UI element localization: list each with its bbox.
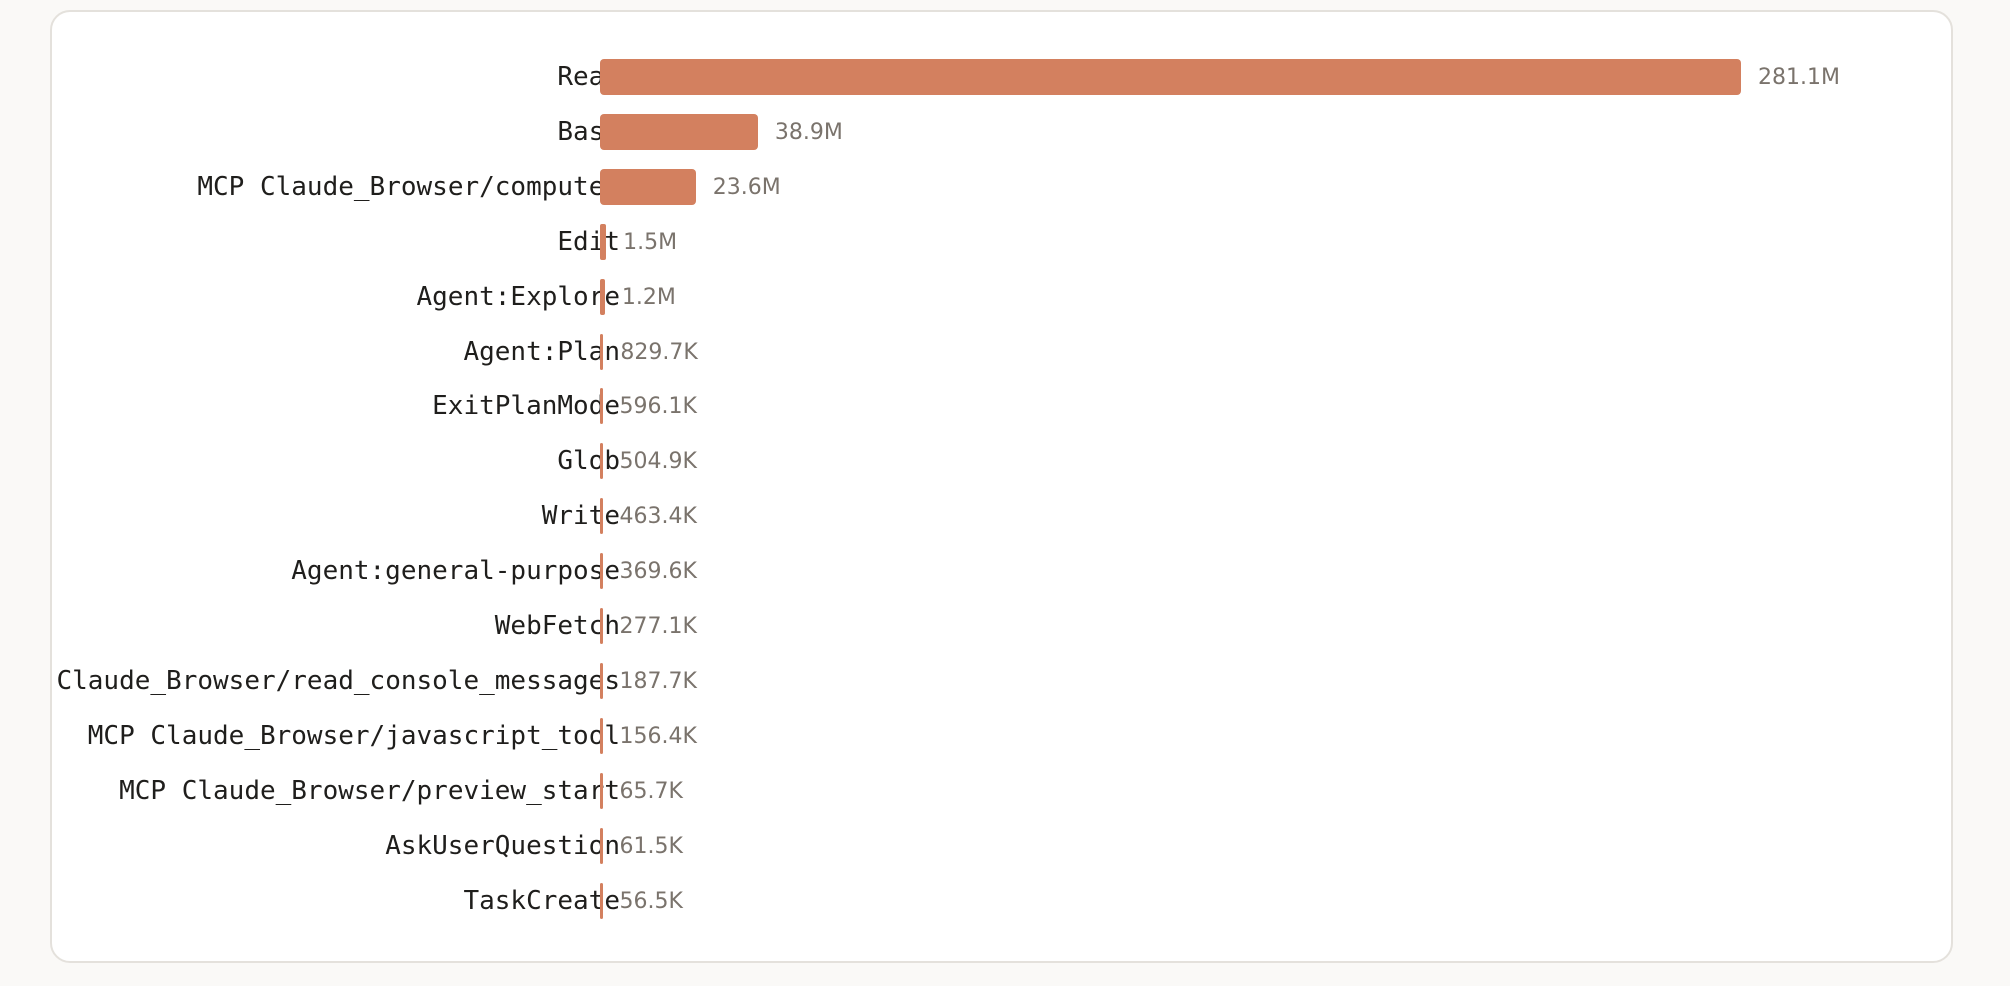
- category-label: Agent:Explore: [417, 277, 621, 317]
- bar: [600, 718, 603, 754]
- bar: [600, 114, 758, 150]
- value-label: 61.5K: [620, 826, 683, 866]
- value-label: 65.7K: [620, 771, 683, 811]
- bar: [600, 388, 603, 424]
- value-label: 23.6M: [713, 167, 781, 207]
- value-label: 56.5K: [620, 881, 683, 921]
- bar: [600, 553, 603, 589]
- bar-row: ExitPlanMode 596.1K: [52, 386, 1951, 426]
- bar: [600, 279, 605, 315]
- value-label: 38.9M: [775, 112, 843, 152]
- bar-row: MCP Claude_Browser/read_console_messages…: [52, 661, 1951, 701]
- category-label: TaskCreate: [463, 881, 620, 921]
- bar-row: Read 281.1M: [52, 57, 1951, 97]
- value-label: 1.5M: [623, 222, 677, 262]
- bar: [600, 828, 603, 864]
- bar: [600, 334, 603, 370]
- chart-card: Read 281.1M Bash 38.9M MCP Claude_Browser/co…: [50, 10, 1953, 963]
- bar-row: AskUserQuestion 61.5K: [52, 826, 1951, 866]
- bar: [600, 498, 603, 534]
- value-label: 187.7K: [620, 661, 697, 701]
- value-label: 463.4K: [620, 496, 697, 536]
- bar: [600, 663, 603, 699]
- bar-row: TaskCreate 56.5K: [52, 881, 1951, 921]
- category-label: MCP Claude_Browser/preview_start: [119, 771, 620, 811]
- category-label: Agent:Plan: [463, 332, 620, 372]
- category-label: AskUserQuestion: [385, 826, 620, 866]
- bar-row: Bash 38.9M: [52, 112, 1951, 152]
- value-label: 156.4K: [620, 716, 697, 756]
- bar-row: MCP Claude_Browser/preview_start 65.7K: [52, 771, 1951, 811]
- bar: [600, 883, 603, 919]
- category-label: ExitPlanMode: [432, 386, 620, 426]
- bar-row: Glob 504.9K: [52, 441, 1951, 481]
- category-label: Write: [542, 496, 620, 536]
- value-label: 829.7K: [620, 332, 697, 372]
- bar: [600, 443, 603, 479]
- bar-row: MCP Claude_Browser/computer 23.6M: [52, 167, 1951, 207]
- bar-row: WebFetch 277.1K: [52, 606, 1951, 646]
- bar: [600, 59, 1741, 95]
- bar-row: Agent:Explore 1.2M: [52, 277, 1951, 317]
- value-label: 281.1M: [1758, 57, 1840, 97]
- bar: [600, 608, 603, 644]
- bar: [600, 169, 696, 205]
- value-label: 369.6K: [620, 551, 697, 591]
- bar-row: Agent:Plan 829.7K: [52, 332, 1951, 372]
- bar-row: Edit 1.5M: [52, 222, 1951, 262]
- category-label: MCP Claude_Browser/computer: [197, 167, 620, 207]
- value-label: 277.1K: [620, 606, 697, 646]
- bar: [600, 773, 603, 809]
- category-label: MCP Claude_Browser/javascript_tool: [88, 716, 620, 756]
- bar: [600, 224, 606, 260]
- category-label: Agent:general-purpose: [291, 551, 620, 591]
- category-label: Glob: [557, 441, 620, 481]
- value-label: 504.9K: [620, 441, 697, 481]
- category-label: MCP Claude_Browser/read_console_messages: [50, 661, 620, 701]
- bar-row: MCP Claude_Browser/javascript_tool 156.4K: [52, 716, 1951, 756]
- bar-row: Agent:general-purpose 369.6K: [52, 551, 1951, 591]
- bar-row: Write 463.4K: [52, 496, 1951, 536]
- value-label: 596.1K: [620, 386, 697, 426]
- category-label: Edit: [557, 222, 620, 262]
- value-label: 1.2M: [622, 277, 676, 317]
